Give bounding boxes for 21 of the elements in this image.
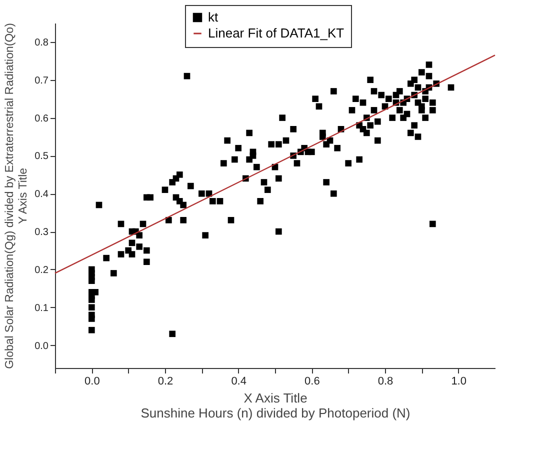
y-tick-label: 0.2 <box>34 264 49 276</box>
y-tick-label: 0.4 <box>34 189 49 200</box>
x-tick-label: 0.8 <box>378 376 394 388</box>
y-tick-label: 0.3 <box>34 227 49 238</box>
text: Sunshine Hours (n) divided by Photoperiod (N) <box>140 406 410 420</box>
y-tick-label: 0.1 <box>34 302 49 314</box>
legend-label: Linear Fit of DATA1_KT <box>208 26 344 40</box>
x-tick-label: 0.2 <box>158 376 174 388</box>
y-tick-label: 0.6 <box>34 113 49 124</box>
x-tick-label: 0.4 <box>231 376 246 388</box>
y-tick-label: 0.7 <box>34 75 49 86</box>
y-tick-label: 0.8 <box>34 37 49 48</box>
text: X Axis Title <box>244 390 308 406</box>
x-tick-label: 0.0 <box>84 376 100 388</box>
text: Y Axis Title <box>18 168 30 224</box>
x-tick-label: 1.0 <box>451 376 466 388</box>
legend-label: kt <box>208 10 218 24</box>
y-tick-label: 0.0 <box>34 340 49 352</box>
x-tick-label: 0.6 <box>304 376 320 388</box>
y-tick-label: 0.5 <box>34 151 49 162</box>
text: Global Solar Radiation(Qg) divided by Extraterrestrial Radiation(Qo) <box>4 23 16 369</box>
